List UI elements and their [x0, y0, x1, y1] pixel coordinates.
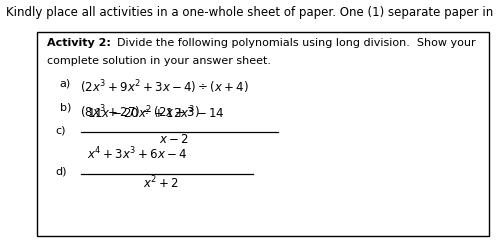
Text: Activity 2:: Activity 2: — [47, 38, 111, 48]
FancyBboxPatch shape — [37, 32, 489, 236]
Text: Kindly place all activities in a one-whole sheet of paper. One (1) separate pape: Kindly place all activities in a one-who… — [6, 6, 496, 19]
Text: d): d) — [56, 166, 67, 176]
Text: $(8x^3+27)\div(2x+3)$: $(8x^3+27)\div(2x+3)$ — [80, 103, 200, 121]
Text: complete solution in your answer sheet.: complete solution in your answer sheet. — [47, 56, 271, 66]
Text: $(2x^3+9x^2+3x-4)\div(x+4)$: $(2x^3+9x^2+3x-4)\div(x+4)$ — [80, 78, 249, 96]
Text: $x-2$: $x-2$ — [159, 133, 189, 146]
Text: $x^2+2$: $x^2+2$ — [143, 175, 179, 191]
Text: $11x-20x^2+12x^3-14$: $11x-20x^2+12x^3-14$ — [87, 105, 224, 122]
Text: c): c) — [56, 125, 66, 135]
Text: $x^4+3x^3+6x-4$: $x^4+3x^3+6x-4$ — [87, 146, 187, 162]
Text: b): b) — [60, 103, 71, 113]
Text: a): a) — [60, 78, 71, 88]
Text: Divide the following polynomials using long division.  Show your: Divide the following polynomials using l… — [110, 38, 476, 48]
